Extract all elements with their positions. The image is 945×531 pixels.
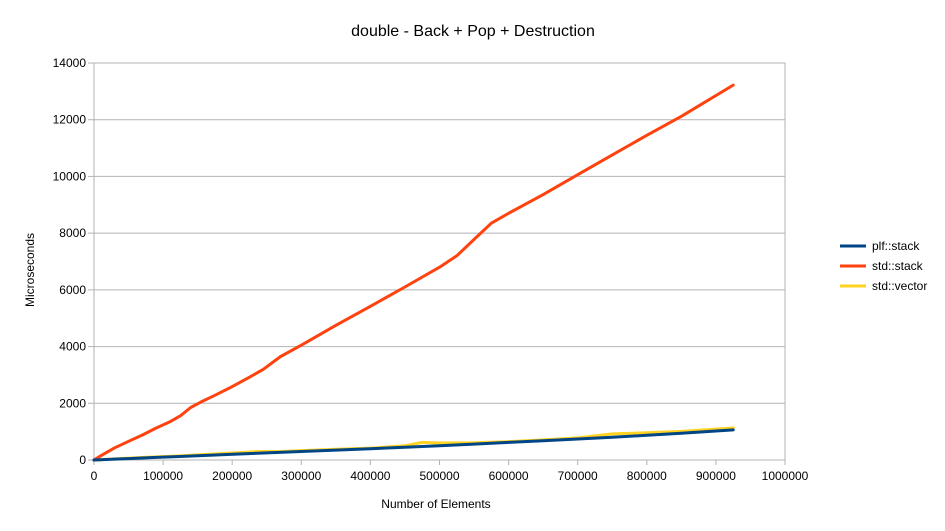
x-tick-label: 200000 <box>212 469 252 483</box>
x-tick-label: 500000 <box>419 469 459 483</box>
series-line-std-stack <box>92 83 735 462</box>
series-lines <box>92 83 735 462</box>
x-tick-label: 400000 <box>350 469 390 483</box>
y-tick-label: 2000 <box>59 396 86 410</box>
y-tick-label: 8000 <box>59 226 86 240</box>
plot-frame <box>93 62 786 461</box>
y-tick-label: 0 <box>79 453 86 467</box>
x-tick-labels: 0 100000 200000 300000 400000 500000 600000 700… <box>91 469 809 483</box>
x-tick-label: 700000 <box>558 469 598 483</box>
y-tick-label: 6000 <box>59 283 86 297</box>
x-tick-label: 0 <box>91 469 98 483</box>
x-tick-label: 800000 <box>627 469 667 483</box>
y-tick-labels: 0 2000 4000 6000 8000 10000 12000 14000 <box>53 56 87 467</box>
x-axis-label: Number of Elements <box>381 497 490 511</box>
y-tick-label: 4000 <box>59 340 86 354</box>
series-line-plf-stack <box>92 428 735 462</box>
x-tick-label: 1000000 <box>762 469 809 483</box>
y-tick-label: 12000 <box>53 113 87 127</box>
y-tick-label: 10000 <box>53 169 87 183</box>
x-tick-label: 600000 <box>489 469 529 483</box>
legend-label: plf::stack <box>872 239 920 253</box>
x-tick-label: 100000 <box>143 469 183 483</box>
chart-title: double - Back + Pop + Destruction <box>351 23 595 40</box>
legend-label: std::stack <box>872 259 924 273</box>
y-axis-label: Microseconds <box>23 233 37 307</box>
legend-label: std::vector <box>872 279 927 293</box>
gridlines <box>88 62 786 465</box>
y-tick-label: 14000 <box>53 56 87 70</box>
x-tick-label: 300000 <box>281 469 321 483</box>
x-tick-label: 900000 <box>696 469 736 483</box>
